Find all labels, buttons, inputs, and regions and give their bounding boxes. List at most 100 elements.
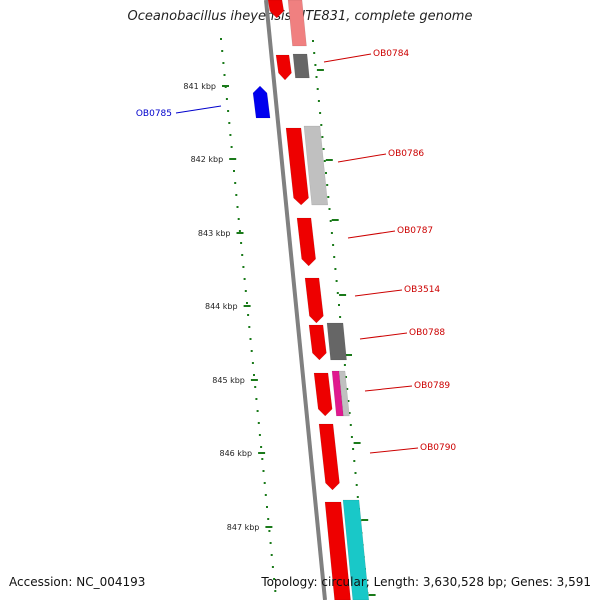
guide-dot <box>235 194 238 196</box>
gene-feature-ob0785[interactable] <box>252 85 271 119</box>
guide-dot <box>336 292 339 294</box>
guide-dot <box>356 496 359 498</box>
guide-dot <box>233 170 235 172</box>
gene-label-leader <box>354 289 403 297</box>
guide-dot <box>326 184 329 186</box>
guide-dot <box>334 268 337 270</box>
tick-label: 841 kbp <box>183 82 216 91</box>
tick-label: 846 kbp <box>219 449 252 458</box>
guide-dot <box>230 146 233 148</box>
guide-dot <box>246 302 248 304</box>
gene-feature-ob0787[interactable] <box>296 217 316 267</box>
guide-dot <box>355 484 358 486</box>
guide-dot <box>225 98 228 100</box>
guide-dot <box>240 242 243 244</box>
gene-feature[interactable] <box>287 0 307 47</box>
tick-label: 844 kbp <box>205 302 238 311</box>
gene-feature[interactable] <box>292 53 310 79</box>
gene-feature-ob0790[interactable] <box>318 423 340 491</box>
guide-dot <box>335 280 338 282</box>
guide-dot <box>271 566 274 568</box>
gene-label-ob0786[interactable]: OB0786 <box>388 149 424 159</box>
gene-label-leader <box>359 332 408 340</box>
guide-dot <box>346 388 349 390</box>
gene-label-leader <box>323 53 372 63</box>
gene-feature[interactable] <box>324 501 351 600</box>
guide-dot <box>353 460 356 462</box>
guide-dot <box>220 38 222 40</box>
guide-dot <box>269 542 272 544</box>
gene-label-ob0790[interactable]: OB0790 <box>420 443 456 453</box>
gene-feature[interactable] <box>303 125 329 206</box>
guide-dot <box>338 304 340 306</box>
guide-dot <box>313 52 316 54</box>
guide-dot <box>268 530 271 532</box>
gene-label-leader <box>369 447 419 454</box>
genome-summary-text: Topology: circular; Length: 3,630,528 bp… <box>261 575 591 589</box>
guide-dot <box>238 230 241 232</box>
gene-label-ob0787[interactable]: OB0787 <box>397 226 433 236</box>
gene-feature[interactable] <box>338 370 350 417</box>
guide-dot <box>316 88 319 90</box>
tick-label: 843 kbp <box>198 229 231 238</box>
guide-dot <box>320 124 323 126</box>
gene-labels: OB0784 OB0785 OB0786 OB0787 OB3514 OB0788 OB07… <box>136 49 456 454</box>
guide-dot <box>267 518 270 520</box>
gene-feature-ob3514[interactable] <box>304 277 324 324</box>
tick-label: 847 kbp <box>227 523 260 532</box>
gene-label-ob0785[interactable]: OB0785 <box>136 109 172 119</box>
guide-dot <box>251 362 254 364</box>
gene-feature[interactable] <box>342 499 370 600</box>
gene-label-ob0784[interactable]: OB0784 <box>373 49 409 59</box>
guide-dot <box>248 326 251 328</box>
guide-dot <box>315 76 318 78</box>
guide-dot <box>349 424 352 426</box>
guide-dot <box>228 122 231 124</box>
tick-label: 842 kbp <box>191 155 224 164</box>
guide-dot <box>260 446 263 448</box>
guide-dot <box>325 172 327 174</box>
guide-dot <box>328 208 331 210</box>
guide-dot <box>314 64 317 66</box>
guide-dot <box>270 554 273 556</box>
guide-dot <box>243 278 246 280</box>
guide-dot <box>312 40 314 42</box>
guide-dot <box>274 590 277 592</box>
gene-feature-ob0784[interactable] <box>275 54 292 81</box>
guide-dot <box>255 398 258 400</box>
guide-dot <box>329 220 332 222</box>
gene-label-leader <box>175 105 222 114</box>
gene-label-ob3514[interactable]: OB3514 <box>404 285 440 295</box>
guide-dot <box>350 436 353 438</box>
guide-dot <box>352 448 355 450</box>
gene-feature-ob0786[interactable] <box>285 127 309 206</box>
guide-dot <box>253 374 255 376</box>
gene-features <box>252 0 370 600</box>
guide-dot <box>258 434 261 436</box>
gene-feature[interactable] <box>267 0 285 19</box>
accession-text: Accession: NC_004193 <box>9 575 146 589</box>
gene-feature[interactable] <box>326 322 347 361</box>
guide-dot <box>330 232 333 234</box>
guide-dot <box>221 50 224 52</box>
guide-dot <box>234 182 237 184</box>
guide-dot <box>333 256 336 258</box>
gene-label-ob0789[interactable]: OB0789 <box>414 381 450 391</box>
genome-backbone <box>264 0 327 600</box>
guide-dot <box>223 74 226 76</box>
gene-label-leader <box>347 230 396 239</box>
guide-dot <box>327 196 330 198</box>
guide-dot <box>227 110 230 112</box>
gene-label-leader <box>337 153 387 163</box>
guide-dot <box>242 266 245 268</box>
gene-feature-ob0788[interactable] <box>308 324 327 361</box>
guide-dot <box>222 62 225 64</box>
gene-feature-ob0789[interactable] <box>313 372 333 417</box>
guide-dot <box>321 136 324 138</box>
guide-dot <box>273 578 276 580</box>
guide-dot <box>343 364 346 366</box>
gene-label-ob0788[interactable]: OB0788 <box>409 328 445 338</box>
guide-dot <box>317 100 320 102</box>
guide-dot <box>244 290 247 292</box>
